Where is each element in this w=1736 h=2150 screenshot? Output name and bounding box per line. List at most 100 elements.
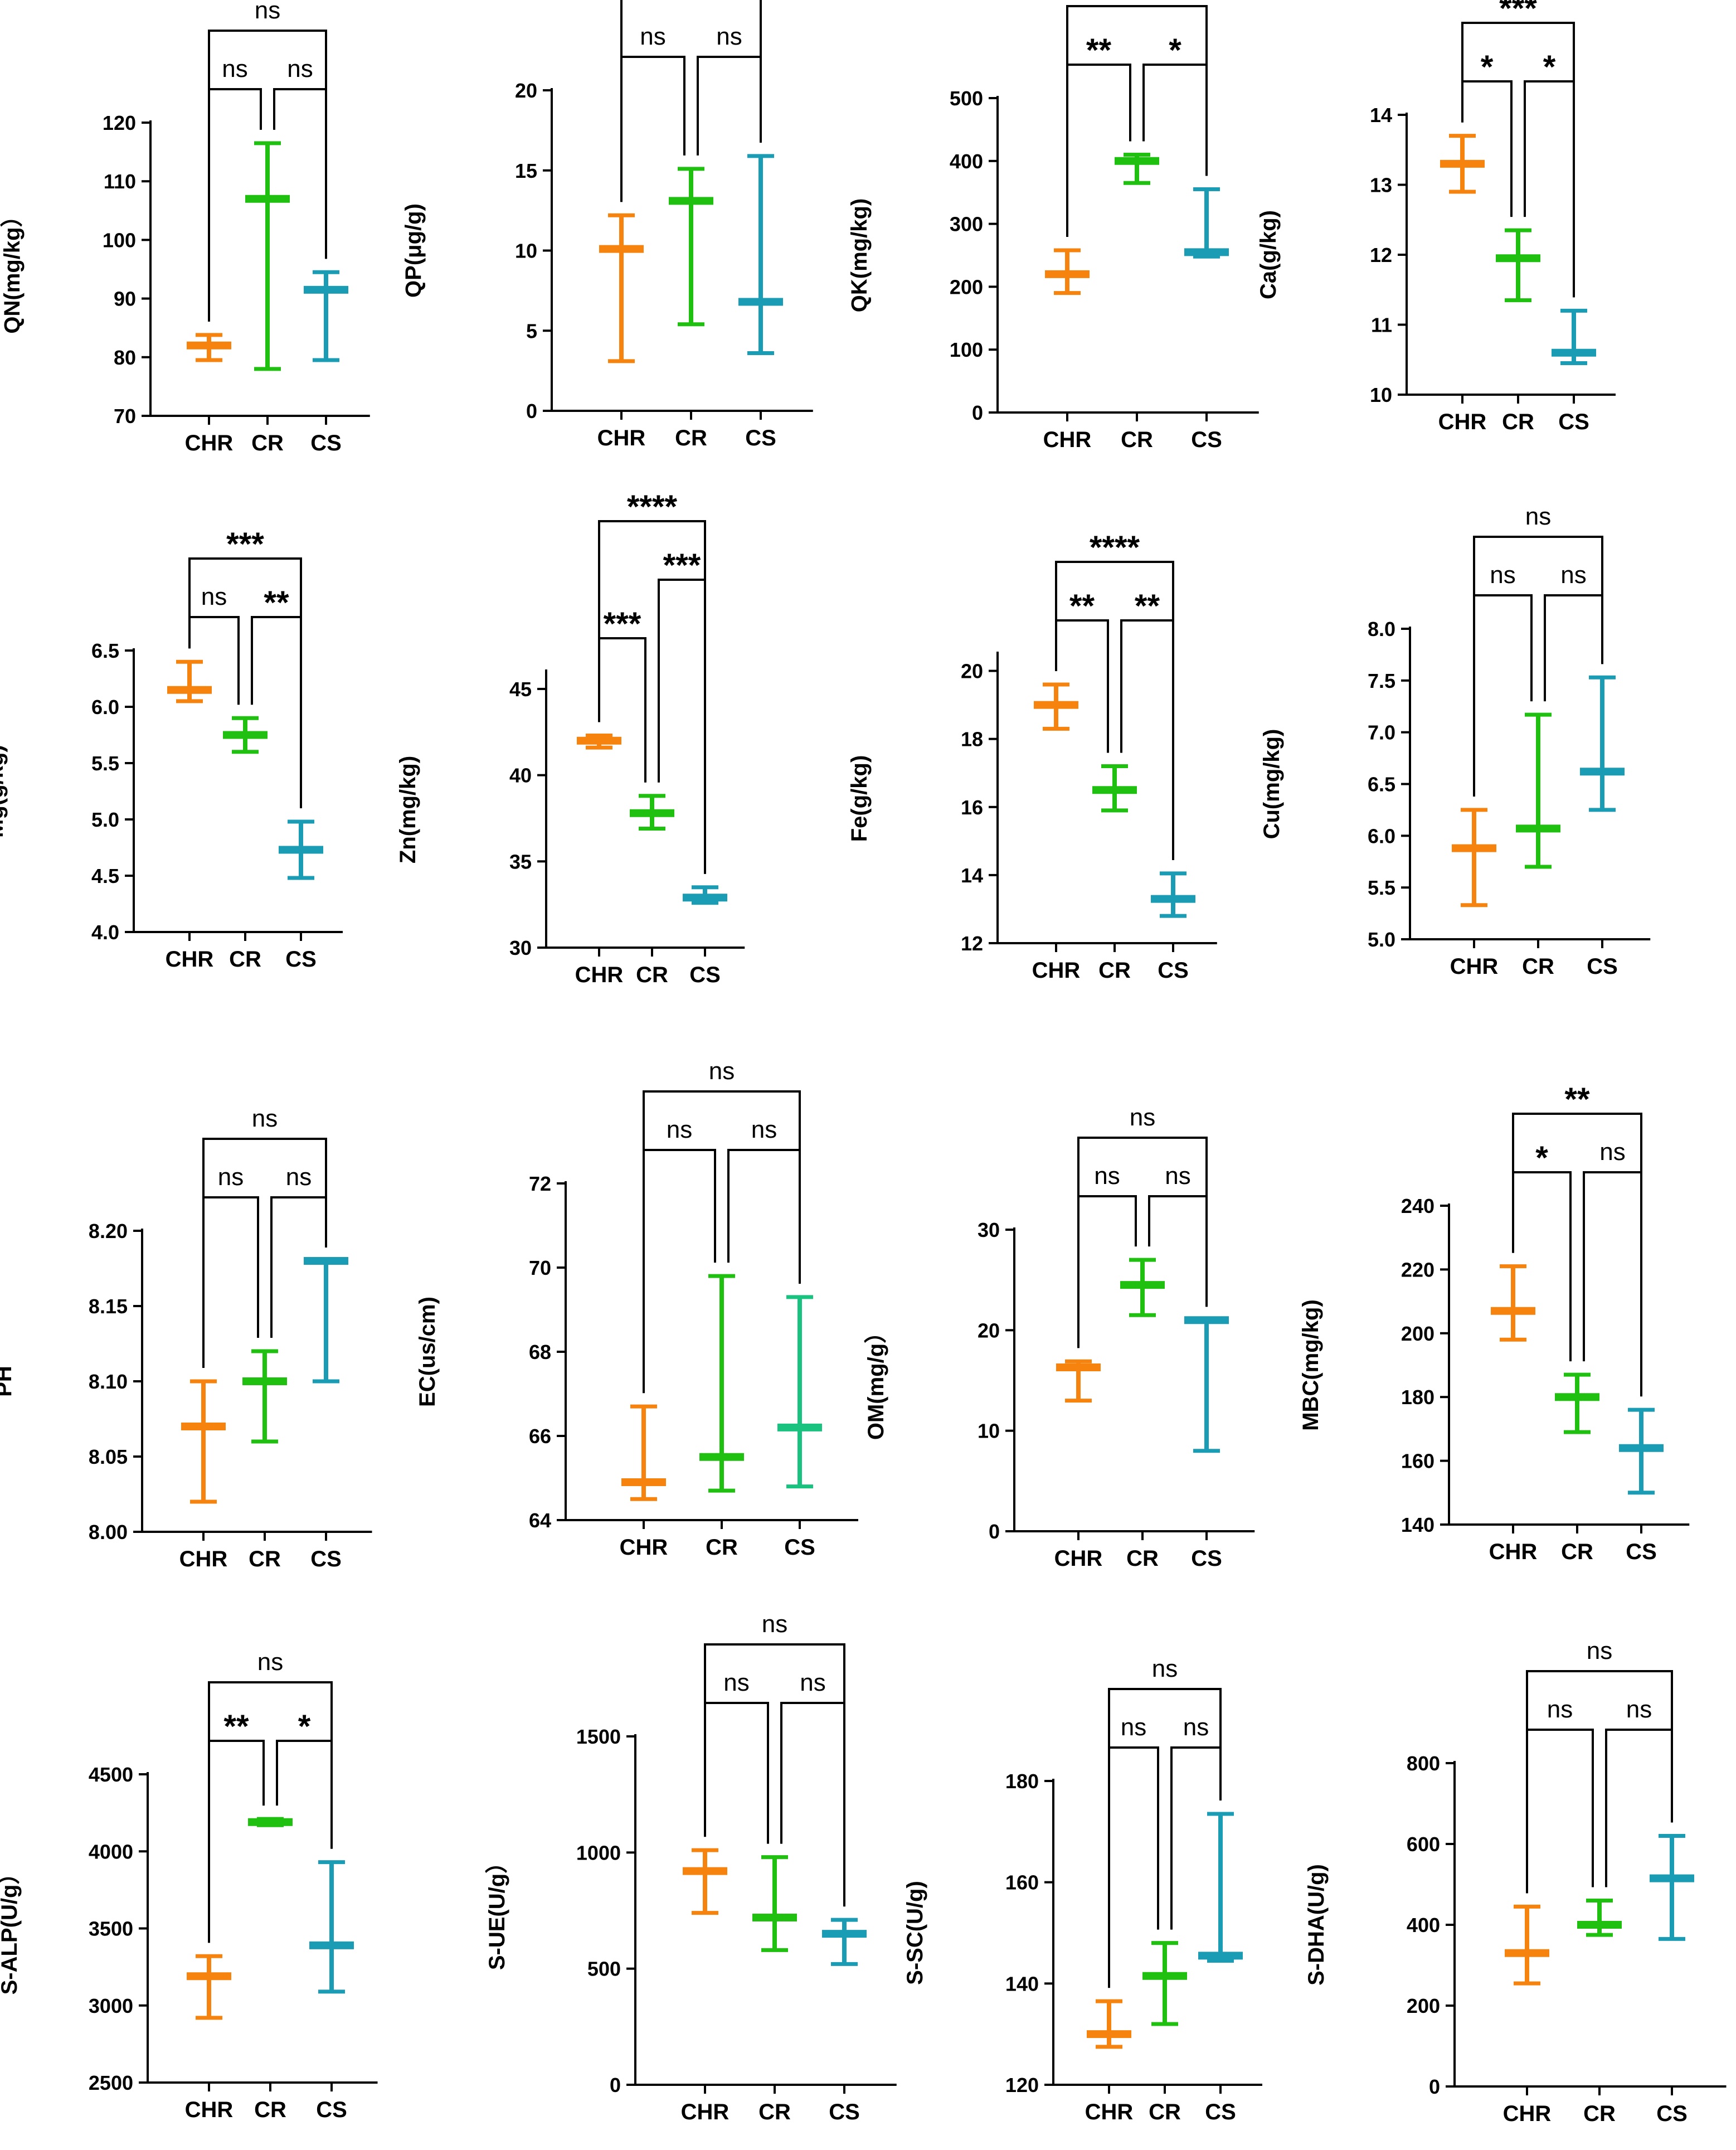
significance-bracket: ns (1526, 1696, 1594, 1894)
y-axis-title: Mg(g/kg) (0, 745, 8, 838)
x-tick-label: CR (1502, 410, 1534, 434)
bracket-line (727, 1149, 801, 1284)
bracket-line (620, 56, 685, 202)
bracket-line (1066, 5, 1208, 237)
y-tick-label: 13 (1370, 174, 1392, 197)
significance-bracket: ns (1526, 1637, 1673, 1894)
bracket-line (276, 1740, 333, 1849)
bracket-line (1066, 64, 1131, 237)
significance-label: ns (716, 23, 742, 50)
significance-label: ns (800, 1669, 825, 1696)
significance-bracket: *** (658, 547, 706, 874)
x-tick-label: CR (1561, 1540, 1593, 1564)
y-axis-title: QK(mg/kg) (847, 198, 872, 312)
significance-bracket: ns (643, 1057, 801, 1394)
errorbar-CR (1142, 1941, 1187, 2026)
y-tick-label: 800 (1407, 1752, 1440, 1775)
errorbar-CR (1577, 1899, 1622, 1937)
significance-label: ns (287, 55, 313, 82)
significance-label: ns (252, 1105, 278, 1132)
significance-bracket: ns (208, 55, 262, 322)
y-axis-title: EC(us/cm) (415, 1297, 440, 1407)
y-tick-label: 16 (961, 796, 983, 819)
y-tick-label: 5.0 (91, 808, 119, 831)
significance-label: ns (1560, 561, 1586, 589)
significance-label: ns (257, 1648, 283, 1676)
bracket-line (598, 520, 706, 874)
x-tick-label: CHR (1043, 428, 1092, 452)
y-tick-label: 5.0 (1368, 928, 1395, 951)
x-tick-label: CS (1656, 2102, 1688, 2126)
x-tick-label: CHR (1450, 954, 1499, 979)
x-tick-label: CHR (1438, 410, 1487, 434)
y-tick-label: 160 (1401, 1450, 1434, 1473)
significance-label: * (1169, 32, 1181, 69)
y-tick-label: 70 (114, 405, 136, 428)
y-tick-label: 30 (978, 1219, 1000, 1241)
x-tick-label: CR (229, 947, 261, 972)
y-tick-label: 140 (1401, 1513, 1434, 1536)
errorbar-CS (304, 1257, 348, 1384)
bracket-line (208, 88, 262, 322)
significance-label: ns (1490, 561, 1515, 589)
errorbar-CHR (1505, 1904, 1549, 1986)
bracket-line (208, 1681, 333, 1943)
y-tick-label: 5 (526, 319, 537, 342)
y-tick-label: 10 (515, 240, 537, 263)
errorbar-CS (1198, 1812, 1243, 1963)
significance-bracket: ns (1544, 561, 1603, 702)
bracket-line (1148, 1195, 1208, 1307)
bracket-line (1583, 1171, 1642, 1397)
significance-bracket: ns (643, 1116, 716, 1394)
y-tick-label: 80 (114, 346, 136, 369)
bracket-line (598, 637, 646, 783)
y-tick-label: 120 (103, 111, 136, 134)
x-tick-label: CHR (681, 2100, 730, 2124)
significance-bracket: ns (270, 1163, 327, 1338)
y-tick-label: 100 (103, 229, 136, 251)
bracket-line (643, 1090, 801, 1394)
y-tick-label: 8.00 (89, 1521, 128, 1544)
errorbar-CS (309, 1860, 354, 1994)
errorbar-CHR (683, 1848, 727, 1915)
errorbar-CR (669, 167, 713, 327)
y-tick-label: 35 (509, 850, 532, 873)
y-tick-label: 4000 (89, 1840, 133, 1863)
significance-label: ns (1183, 1714, 1209, 1741)
bracket-line (202, 1196, 259, 1368)
y-tick-label: 3000 (89, 1994, 133, 2017)
x-tick-label: CS (784, 1535, 815, 1560)
significance-bracket: ** (208, 1709, 265, 1943)
y-tick-label: 8.0 (1368, 618, 1395, 640)
significance-bracket: ** ** (1055, 530, 1174, 860)
y-tick-label: 20 (961, 660, 983, 683)
significance-bracket: ** (1055, 588, 1109, 753)
x-tick-label: CR (1098, 958, 1131, 983)
errorbar-CHR (577, 733, 621, 750)
bracket-line (1120, 619, 1174, 860)
significance-bracket: ns (1583, 1138, 1642, 1397)
y-tick-label: 6.5 (1368, 773, 1395, 796)
bracket-line (188, 557, 302, 809)
errorbar-CR (630, 794, 674, 831)
errorbar-CHR (1045, 248, 1090, 295)
significance-bracket: ns (1066, 5, 1208, 237)
significance-bracket: ns (202, 1105, 327, 1368)
bracket-line (1055, 561, 1174, 860)
x-tick-label: CHR (166, 947, 214, 972)
bracket-line (1077, 1195, 1137, 1348)
bracket-line (643, 1149, 716, 1394)
y-tick-label: 4.0 (91, 921, 119, 944)
bracket-line (202, 1138, 327, 1368)
y-tick-label: 0 (610, 2074, 621, 2096)
y-tick-label: 12 (961, 932, 983, 955)
errorbar-CS (1184, 1316, 1229, 1453)
bracket-line (273, 88, 327, 259)
y-tick-label: 100 (950, 338, 983, 361)
y-tick-label: 6.0 (1368, 824, 1395, 847)
y-axis-title: Fe(g/kg) (847, 755, 872, 842)
errorbar-CHR (181, 1379, 226, 1504)
bracket-line (697, 56, 762, 156)
significance-bracket: ns (273, 55, 327, 259)
bracket-line (1077, 1137, 1208, 1348)
